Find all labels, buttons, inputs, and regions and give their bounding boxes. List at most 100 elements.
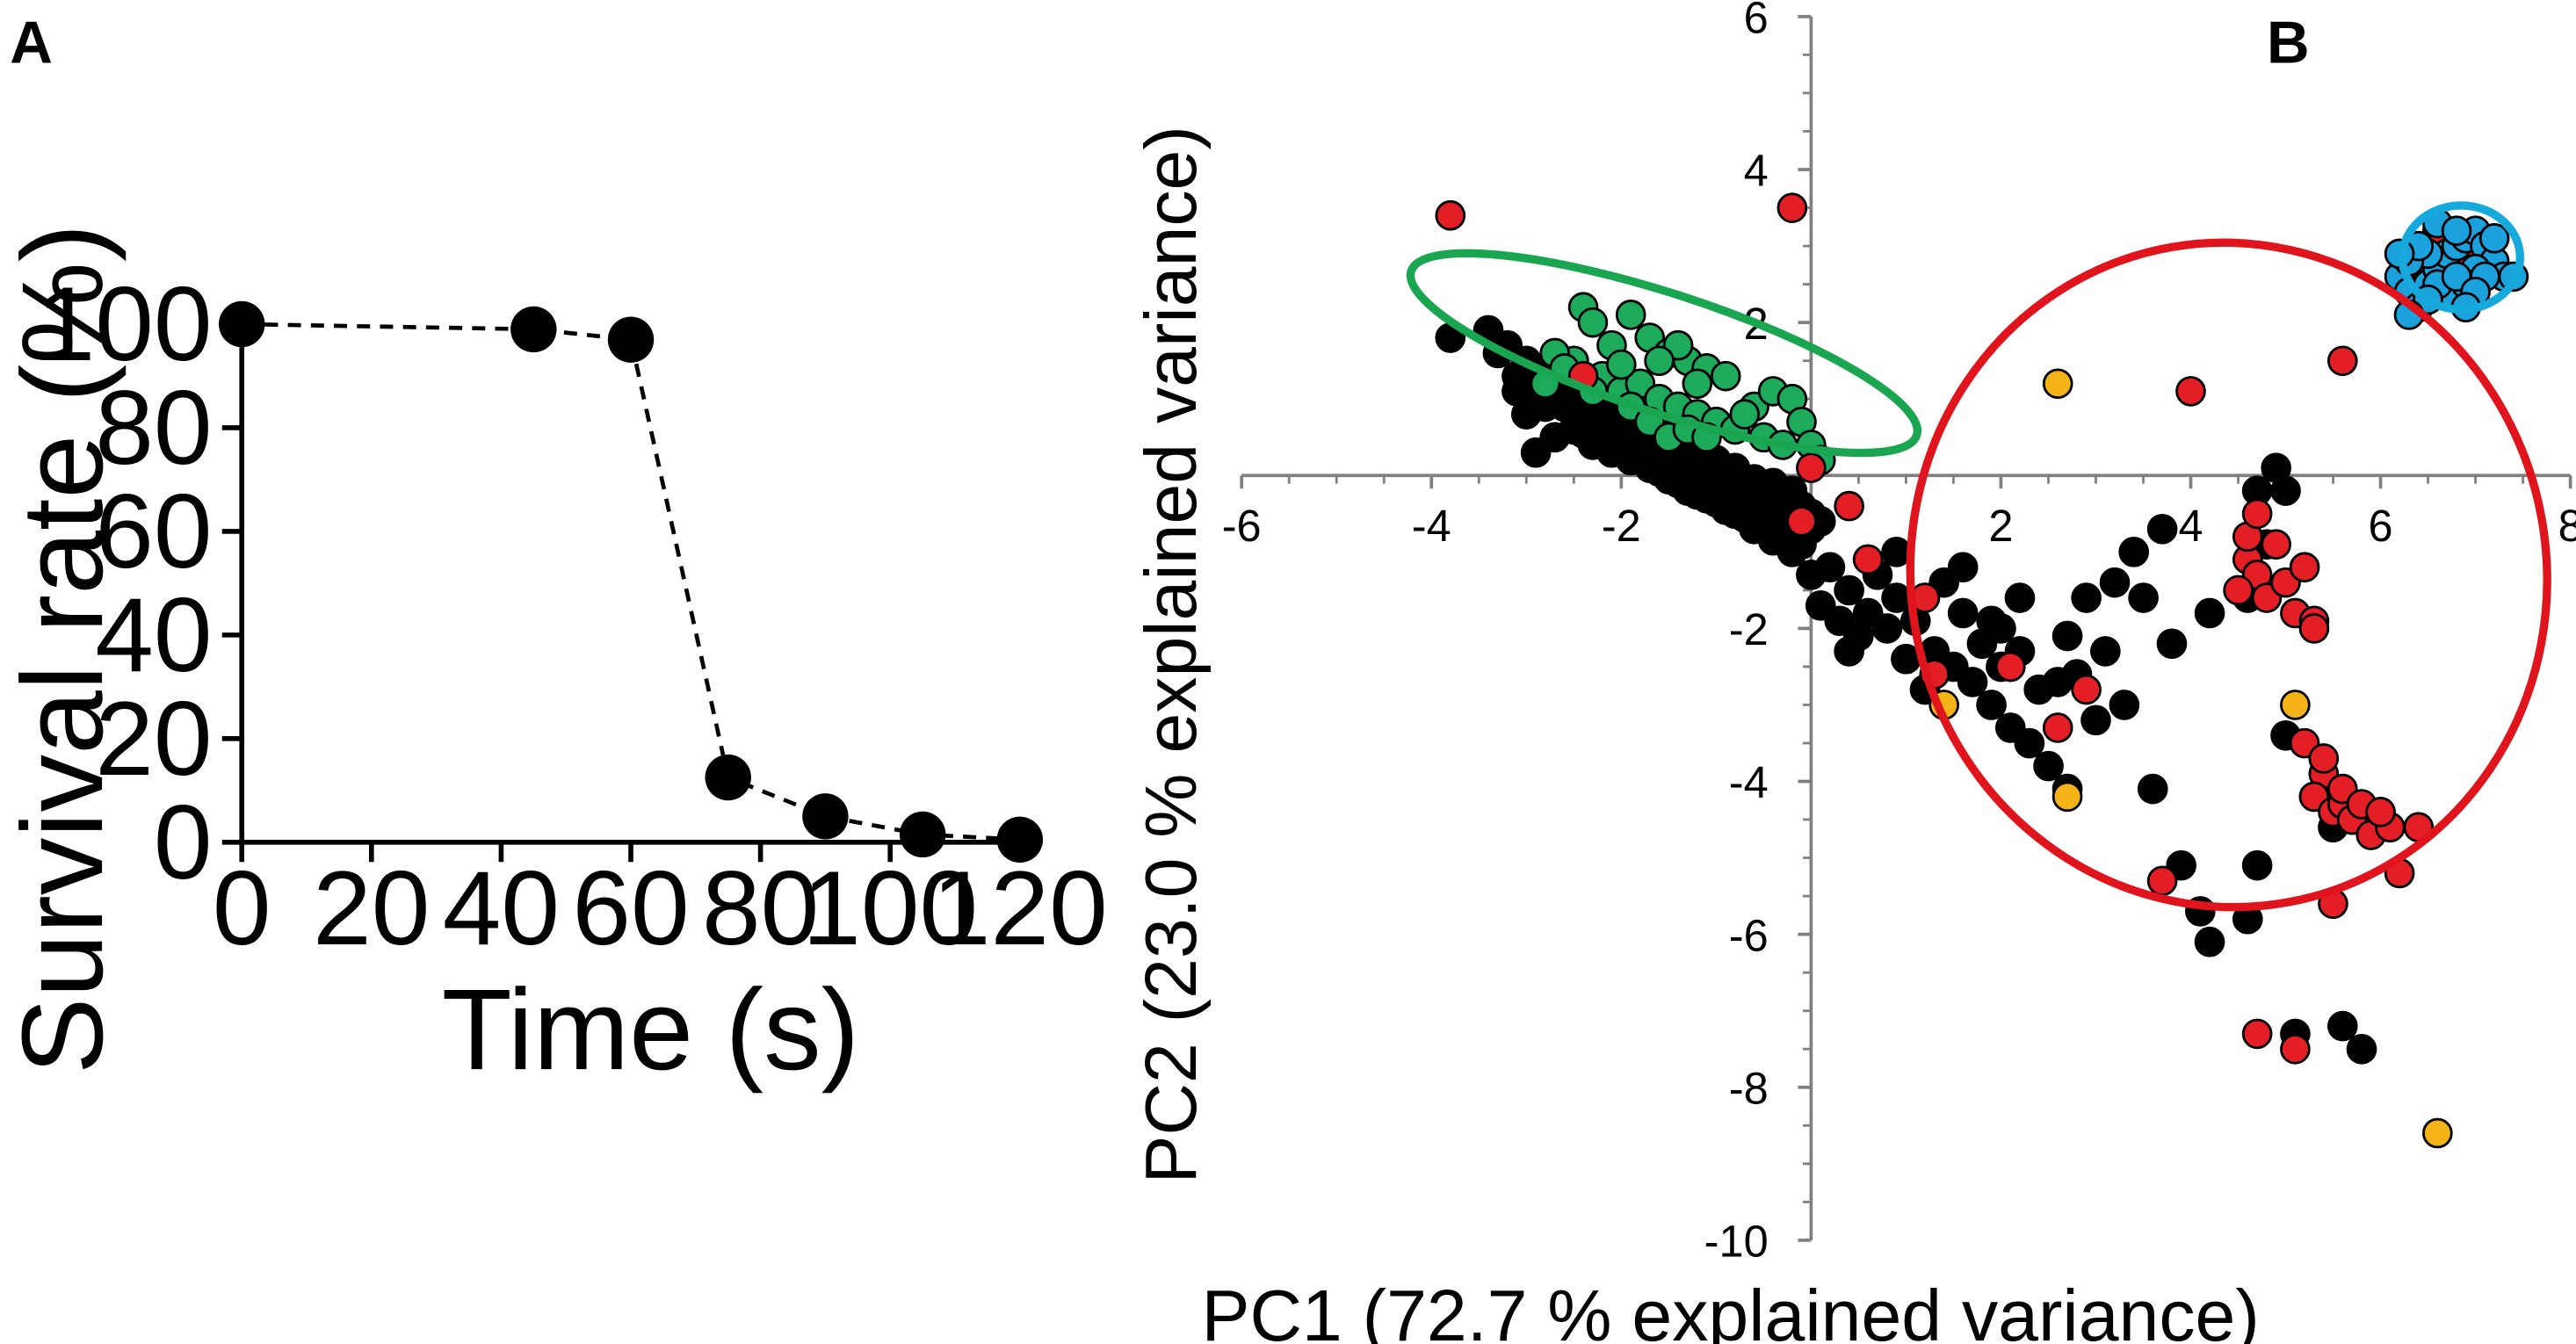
panel-b-point-red <box>2261 529 2292 560</box>
panel-b-point-green <box>1577 307 1609 338</box>
panel-a-x-tick-label: 120 <box>932 850 1108 967</box>
panel-b-point-black <box>1501 376 1532 407</box>
panel-b-point-black <box>2346 1033 2377 1065</box>
panel-b-point-red <box>2241 498 2273 530</box>
panel-b-y-tick-label: -2 <box>1729 604 1769 654</box>
panel-b-point-green <box>1615 300 1646 330</box>
panel-b-point-red <box>2298 613 2330 644</box>
panel-b-y-axis-title: PC2 (23.0 % explained variance) <box>1131 126 1212 1183</box>
panel-a-y-axis-title: Survival rate (%) <box>0 224 127 1075</box>
panel-b-point-black <box>2118 537 2150 567</box>
panel-b-point-black <box>1976 690 2007 720</box>
panel-b-point-black <box>2156 628 2188 660</box>
panel-a-y-tick-label: 60 <box>95 473 212 590</box>
panel-a-x-tick-label: 80 <box>702 850 819 967</box>
panel-b-y-tick-label: 4 <box>1744 146 1769 196</box>
panel-b-point-black <box>2270 475 2301 506</box>
panel-a-x-tick-label: 60 <box>572 850 689 967</box>
panel-b-point-black <box>2241 849 2273 881</box>
panel-b-point-red <box>2327 345 2358 377</box>
panel-b-point-black <box>1834 574 1864 606</box>
panel-a-y-tick-label: 80 <box>95 370 212 487</box>
panel-b-point-green <box>1710 360 1741 392</box>
panel-b-ellipse-green <box>1406 249 1922 458</box>
panel-a-x-tick-label: 100 <box>802 850 978 967</box>
panel-b-point-red <box>1435 199 1466 231</box>
panel-b-x-tick-label: -4 <box>1412 501 1451 551</box>
panel-b-point-black <box>2071 582 2102 613</box>
panel-b-point-green <box>1644 345 1675 377</box>
panel-a-data-point <box>996 816 1044 863</box>
panel-b-x-axis-title: PC1 (72.7 % explained variance) <box>1202 1275 2260 1344</box>
panel-b-series-black <box>1435 314 2377 1065</box>
panel-b-point-red <box>2308 743 2340 774</box>
panel-b-y-tick-label: 6 <box>1744 0 1769 43</box>
panel-b-x-tick-label: 8 <box>2558 501 2576 551</box>
panel-a-data-point <box>219 300 265 348</box>
panel-a-y-tick-label: 20 <box>95 681 212 798</box>
panel-b-point-black <box>1567 418 1599 449</box>
panel-b-point-red <box>1834 490 1864 522</box>
panel-a-data-point <box>510 306 557 353</box>
panel-b-point-red <box>2071 674 2102 705</box>
panel-b-y-tick-label: -4 <box>1729 757 1769 807</box>
panel-b-x-tick-label: -6 <box>1222 501 1262 551</box>
panel-b-point-black <box>1881 582 1912 613</box>
panel-b-point-black <box>1834 636 1864 667</box>
panel-b-point-red <box>2146 865 2178 897</box>
panel-b-point-black <box>2099 567 2131 598</box>
panel-b-point-blue <box>2441 215 2472 246</box>
panel-a-data-point <box>705 754 751 801</box>
panel-b-point-yellow <box>2042 368 2073 400</box>
panel-b-point-green <box>1729 399 1761 430</box>
panel-b-point-black <box>2194 926 2225 957</box>
panel-b-point-black <box>2080 705 2111 736</box>
panel-a-data-point <box>802 793 849 840</box>
panel-a-x-tick-label: 0 <box>213 850 271 967</box>
panel-b-point-black <box>1947 552 1979 583</box>
panel-b-point-black <box>2033 750 2064 782</box>
panel-b-point-red <box>1796 452 1827 483</box>
panel-b-point-yellow <box>2280 690 2311 720</box>
panel-b-x-tick-label: 6 <box>2369 501 2393 551</box>
panel-b-x-tick-label: 2 <box>1988 501 2013 551</box>
panel-b-point-yellow <box>2051 781 2083 813</box>
panel-b-point-red <box>2365 797 2396 827</box>
panel-b-point-black <box>2090 636 2121 667</box>
panel-b-point-blue <box>2478 222 2510 254</box>
panel-b-point-red <box>2042 712 2073 743</box>
panel-a-y-tick-label: 40 <box>95 577 212 694</box>
panel-b-point-black <box>2004 582 2036 613</box>
panel-b-point-black <box>2194 597 2225 629</box>
panel-b-point-black <box>2014 727 2045 759</box>
panel-b-point-black <box>2109 690 2140 720</box>
panel-b-point-red <box>1852 544 1884 575</box>
panel-b-point-black <box>1957 667 1988 697</box>
panel-b-point-red <box>2280 1033 2311 1065</box>
panel-a-y-tick-label: 100 <box>37 266 213 383</box>
panel-b-point-red <box>1786 506 1817 537</box>
panel-b-point-black <box>1805 590 1836 621</box>
panel-a-data-point <box>607 316 655 363</box>
panel-b-point-red <box>2175 376 2206 407</box>
panel-a-y-tick-label: 0 <box>154 784 213 901</box>
panel-b-y-tick-label: -8 <box>1729 1063 1769 1113</box>
panel-a-survival-line <box>242 322 1020 842</box>
panel-b-y-tick-label: -6 <box>1729 910 1769 960</box>
panel-a-data-point <box>899 811 946 858</box>
panel-b-point-black <box>2051 620 2083 652</box>
panel-a-x-tick-label: 40 <box>443 850 560 967</box>
panel-b-point-black <box>2146 513 2178 545</box>
panel-b-point-green <box>1606 349 1637 380</box>
panel-b-point-black <box>1871 613 1903 644</box>
panel-b-point-black <box>2137 773 2168 805</box>
panel-b-x-tick-label: 4 <box>2178 501 2203 551</box>
panel-b-point-red <box>2289 552 2320 583</box>
panel-b-y-tick-label: -10 <box>1704 1217 1769 1267</box>
panel-b-point-black <box>1976 605 2007 637</box>
panel-a-x-axis-title: Time (s) <box>442 965 860 1094</box>
panel-b-point-red <box>2223 574 2254 606</box>
